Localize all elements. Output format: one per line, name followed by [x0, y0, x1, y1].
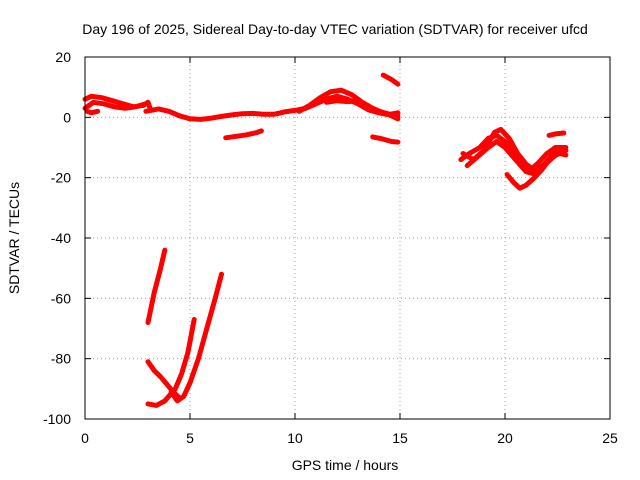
series-track-10	[145, 247, 168, 325]
series-track-4	[143, 93, 401, 122]
series-track-13	[168, 271, 224, 404]
axis-ticks	[84, 56, 611, 420]
series-track-9	[370, 134, 401, 145]
x-tick-label: 15	[392, 430, 408, 446]
x-tick-label: 5	[186, 430, 194, 446]
series-track-17	[504, 146, 560, 191]
y-axis-tick-labels: -100 -80 -60 -40 -20 0 20	[43, 49, 71, 427]
series-track-3	[84, 108, 101, 116]
series-track-6	[324, 98, 401, 117]
y-tick-label: -60	[51, 290, 71, 306]
plot-series	[82, 72, 569, 408]
x-tick-label: 10	[287, 430, 303, 446]
series-track-18	[546, 130, 567, 138]
y-tick-label: 0	[63, 109, 71, 125]
y-tick-label: -20	[51, 170, 71, 186]
chart-title: Day 196 of 2025, Sidereal Day-to-day VTE…	[82, 21, 588, 37]
x-tick-label: 0	[81, 430, 89, 446]
y-tick-label: -40	[51, 230, 71, 246]
x-tick-label: 20	[497, 430, 513, 446]
y-axis-label: SDTVAR / TECUs	[6, 182, 22, 294]
y-tick-label: -100	[43, 411, 71, 427]
x-axis-tick-labels: 0 5 10 15 20 25	[81, 430, 618, 446]
series-track-7	[380, 72, 401, 87]
x-axis-label: GPS time / hours	[292, 457, 399, 473]
series-track-8	[223, 128, 264, 141]
series-track-14	[458, 132, 569, 173]
y-tick-label: -80	[51, 351, 71, 367]
x-tick-label: 25	[602, 430, 618, 446]
series-track-2	[82, 99, 149, 111]
series-track-12	[145, 316, 197, 408]
y-tick-label: 20	[55, 49, 71, 65]
